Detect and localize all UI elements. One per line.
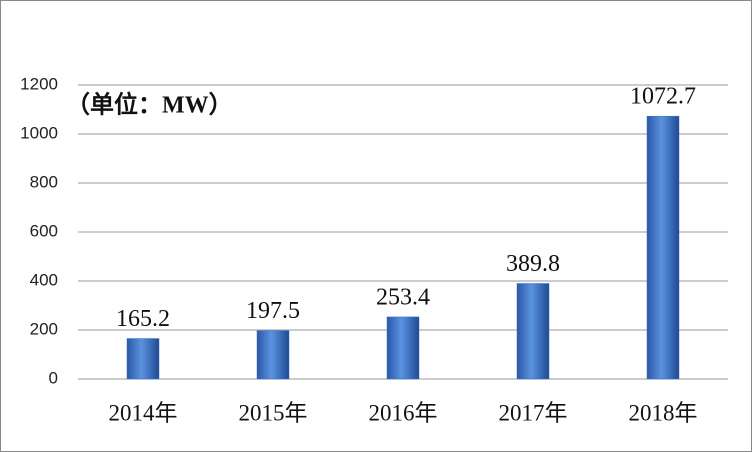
bar — [646, 115, 680, 380]
bar — [386, 316, 420, 380]
x-tick-label: 2017年 — [499, 400, 568, 425]
value-label: 1072.7 — [630, 84, 696, 110]
y-tick-label: 200 — [30, 319, 58, 338]
value-label: 389.8 — [506, 251, 560, 277]
y-tick-label: 600 — [30, 221, 58, 240]
unit-annotation: （单位：MW） — [66, 91, 233, 119]
x-tick-label: 2014年 — [109, 400, 178, 425]
x-tick-label: 2016年 — [369, 400, 438, 425]
y-tick-label: 800 — [30, 172, 58, 191]
x-tick-label: 2018年 — [629, 400, 698, 425]
bar — [256, 330, 290, 380]
y-tick-label: 1000 — [20, 123, 58, 142]
value-label: 253.4 — [376, 284, 430, 310]
y-tick-label: 0 — [49, 368, 58, 387]
x-tick-label: 2015年 — [239, 400, 308, 425]
bar — [516, 283, 550, 380]
y-tick-label: 1200 — [20, 74, 58, 93]
y-tick-label: 400 — [30, 270, 58, 289]
value-label: 165.2 — [116, 306, 170, 332]
bar — [126, 338, 160, 380]
value-label: 197.5 — [246, 298, 300, 324]
